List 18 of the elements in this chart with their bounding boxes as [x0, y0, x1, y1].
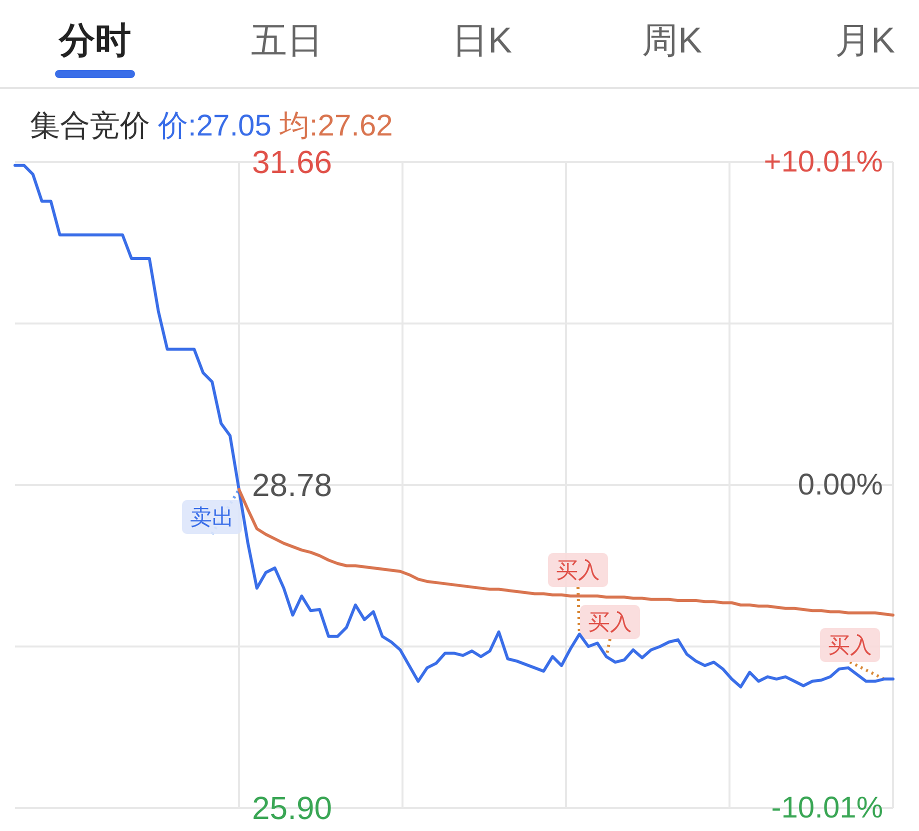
text: 日K: [452, 20, 512, 60]
annotation: 卖出: [190, 504, 234, 530]
annotation: 买入: [828, 632, 872, 658]
text: 月K: [834, 20, 896, 60]
text: 周K: [642, 20, 702, 60]
y2-tick-label: 0.00%: [798, 468, 883, 502]
annotation: 买入: [556, 558, 600, 582]
annotation: 买入: [588, 610, 632, 634]
y-tick-label: 31.66: [252, 144, 332, 180]
text: 均:27.62: [278, 110, 393, 142]
chart-title: 集合竞价: [30, 110, 150, 142]
text: 五日: [251, 20, 323, 60]
y-tick-label: 25.90: [252, 790, 332, 826]
y-tick-label: 28.78: [252, 467, 332, 503]
y2-tick-label: -10.01%: [771, 792, 883, 824]
text: 价:27.05: [157, 110, 272, 142]
text: 分时: [58, 20, 131, 60]
y2-tick-label: +10.01%: [764, 146, 883, 178]
